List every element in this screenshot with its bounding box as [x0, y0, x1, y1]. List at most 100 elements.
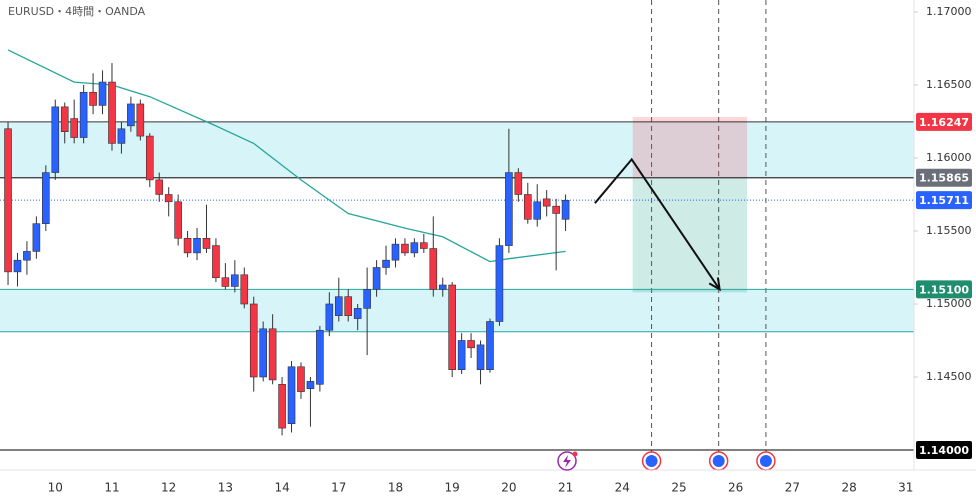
event-icon	[557, 451, 578, 471]
event-icon	[708, 451, 729, 471]
candle-body	[561, 200, 570, 220]
candle-body	[514, 172, 523, 195]
x-tick-label: 18	[388, 481, 403, 495]
candle-body	[108, 81, 116, 144]
y-tick-label: 1.15000	[926, 297, 972, 310]
candle-body	[476, 344, 485, 370]
candle-body	[278, 383, 286, 429]
price-label: 1.15100	[919, 283, 969, 296]
price-label-box	[916, 112, 972, 131]
candle-body	[60, 106, 69, 132]
candle-body	[42, 172, 50, 224]
candle-body	[249, 303, 258, 378]
candle-body	[420, 242, 428, 249]
candle-body	[98, 81, 107, 106]
price-label-box	[916, 191, 972, 210]
x-tick-label: 17	[331, 481, 346, 495]
y-tick-label: 1.17000	[926, 5, 972, 18]
candle-body	[382, 259, 390, 268]
arrow-head	[708, 277, 721, 292]
candle-body	[136, 103, 145, 137]
x-tick-label: 14	[274, 481, 289, 495]
price-label: 1.15865	[919, 172, 969, 185]
event-icon	[572, 451, 578, 457]
x-tick-label: 27	[785, 481, 800, 495]
x-tick-label: 12	[161, 481, 176, 495]
price-label: 1.15711	[919, 194, 969, 207]
candle-body	[51, 106, 60, 173]
x-tick-label: 25	[671, 481, 686, 495]
x-tick-label: 31	[898, 481, 913, 495]
candle-body	[32, 223, 41, 252]
x-tick-label: 11	[104, 481, 119, 495]
candle-body	[457, 340, 466, 370]
candle-body	[70, 118, 78, 138]
candle-body	[287, 366, 296, 425]
candle-body	[212, 245, 220, 279]
candle-body	[4, 128, 12, 273]
candle-body	[438, 284, 447, 290]
candle-body	[334, 296, 343, 316]
zone	[0, 289, 914, 332]
candle-body	[552, 205, 560, 214]
x-tick-label: 26	[728, 481, 743, 495]
price-label-box	[916, 168, 972, 187]
candle-body	[429, 248, 438, 290]
y-tick-label: 1.16000	[926, 151, 972, 164]
candle-body	[495, 245, 504, 322]
candle-body	[372, 267, 381, 290]
candle-body	[259, 328, 267, 378]
candle-body	[523, 194, 532, 220]
candle-body	[533, 201, 542, 220]
plot-area	[0, 0, 914, 471]
x-tick-label: 10	[48, 481, 63, 495]
candle-body	[155, 179, 164, 195]
candle-body	[391, 243, 400, 261]
event-icon	[641, 451, 662, 471]
y-tick-label: 1.15500	[926, 224, 972, 237]
y-tick-label: 1.16500	[926, 78, 972, 91]
price-label: 1.16247	[919, 116, 969, 129]
candle-body	[202, 237, 211, 249]
x-tick-label: 28	[841, 481, 856, 495]
y-tick-label: 1.14500	[926, 370, 972, 383]
candle-body	[193, 237, 201, 254]
event-icon	[563, 455, 571, 468]
candle-body	[401, 243, 409, 254]
event-icon	[712, 455, 725, 467]
candle-body	[542, 198, 551, 207]
event-icon	[756, 451, 776, 471]
price-label-box	[916, 440, 972, 459]
candle-body	[23, 251, 31, 261]
candle-body	[486, 321, 494, 370]
candle-body	[79, 91, 88, 138]
candle-body	[448, 284, 456, 370]
price-label: 1.14000	[919, 444, 969, 457]
candle-body	[467, 340, 475, 349]
candle-body	[297, 366, 305, 392]
x-tick-label: 20	[501, 481, 516, 495]
candle-body	[231, 274, 239, 287]
candle-body	[117, 128, 126, 144]
candle-body	[316, 329, 324, 385]
candle-body	[240, 274, 249, 305]
candle-body	[344, 296, 353, 316]
candle-body	[325, 303, 334, 331]
event-icon	[645, 455, 658, 467]
candle-body	[221, 277, 230, 287]
candle-body	[183, 237, 192, 254]
event-icon	[759, 455, 772, 467]
candle-body	[505, 172, 513, 246]
candle-body	[89, 91, 97, 106]
x-tick-label: 19	[445, 481, 460, 495]
candle-body	[410, 242, 419, 254]
x-tick-label: 13	[218, 481, 233, 495]
x-tick-label: 21	[558, 481, 573, 495]
x-tick-label: 24	[615, 481, 630, 495]
candle-body	[127, 103, 135, 127]
candle-body	[268, 328, 277, 381]
candle-body	[164, 194, 173, 203]
candle-body	[353, 308, 362, 319]
